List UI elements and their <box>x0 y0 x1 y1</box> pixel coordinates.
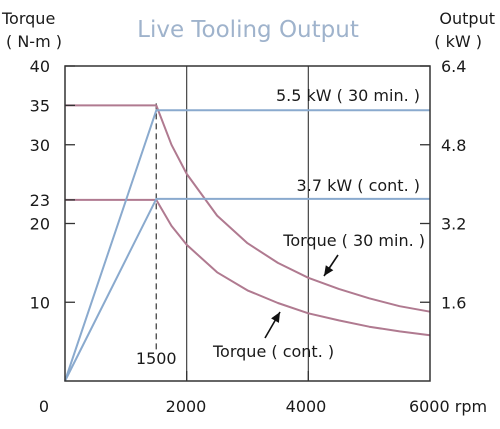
series-line-2 <box>64 109 430 382</box>
left-axis-label-line1: Torque <box>1 9 55 28</box>
series-line-0 <box>65 104 431 313</box>
plot-frame <box>64 65 431 382</box>
left-tick-label-20: 20 <box>30 215 50 234</box>
right-tick-label-3.2: 3.2 <box>441 215 466 234</box>
x-tick-label-6000: 6000 rpm <box>409 397 487 416</box>
left-tick-label-30: 30 <box>30 136 50 155</box>
right-tick-label-1.6: 1.6 <box>441 293 466 312</box>
series-layer <box>64 104 431 382</box>
left-tick-label-35: 35 <box>30 96 50 115</box>
left-tick-label-10: 10 <box>30 293 50 312</box>
left-tick-label-40: 40 <box>30 57 50 76</box>
left-axis-label-line2: ( N-m ) <box>6 32 62 51</box>
x-tick-label-2000: 2000 <box>166 397 207 416</box>
annotation-5-5-kw: 5.5 kW ( 30 min. ) <box>276 86 420 105</box>
right-tick-label-4.8: 4.8 <box>441 136 466 155</box>
frame-layer <box>64 65 431 382</box>
reference-line-label: 1500 <box>136 349 177 368</box>
right-axis-label-line2: ( kW ) <box>434 32 482 51</box>
annotation-layer: 1500 5.5 kW ( 30 min. ) 3.7 kW ( cont. ) To… <box>136 86 425 368</box>
x-tick-label-0: 0 <box>39 397 49 416</box>
chart-title: Live Tooling Output <box>137 17 359 43</box>
arrow-torque-30-min-head <box>324 265 334 276</box>
series-line-1 <box>65 198 431 337</box>
right-axis-label-line1: Output <box>439 9 495 28</box>
annotation-3-7-kw: 3.7 kW ( cont. ) <box>297 176 420 195</box>
x-tick-label-4000: 4000 <box>286 397 327 416</box>
series-line-3 <box>64 197 430 382</box>
grid-layer <box>155 66 309 381</box>
annotation-torque-30-min: Torque ( 30 min. ) <box>282 231 425 250</box>
annotation-torque-cont: Torque ( cont. ) <box>212 342 334 361</box>
arrow-torque-cont-head <box>271 312 280 323</box>
tick-layer: 10 20 23 30 35 40 1.6 3.2 4.8 6.4 0 2000 4000 6000 rp… <box>30 57 487 416</box>
left-tick-label-23: 23 <box>30 191 50 210</box>
right-tick-label-6.4: 6.4 <box>441 57 466 76</box>
